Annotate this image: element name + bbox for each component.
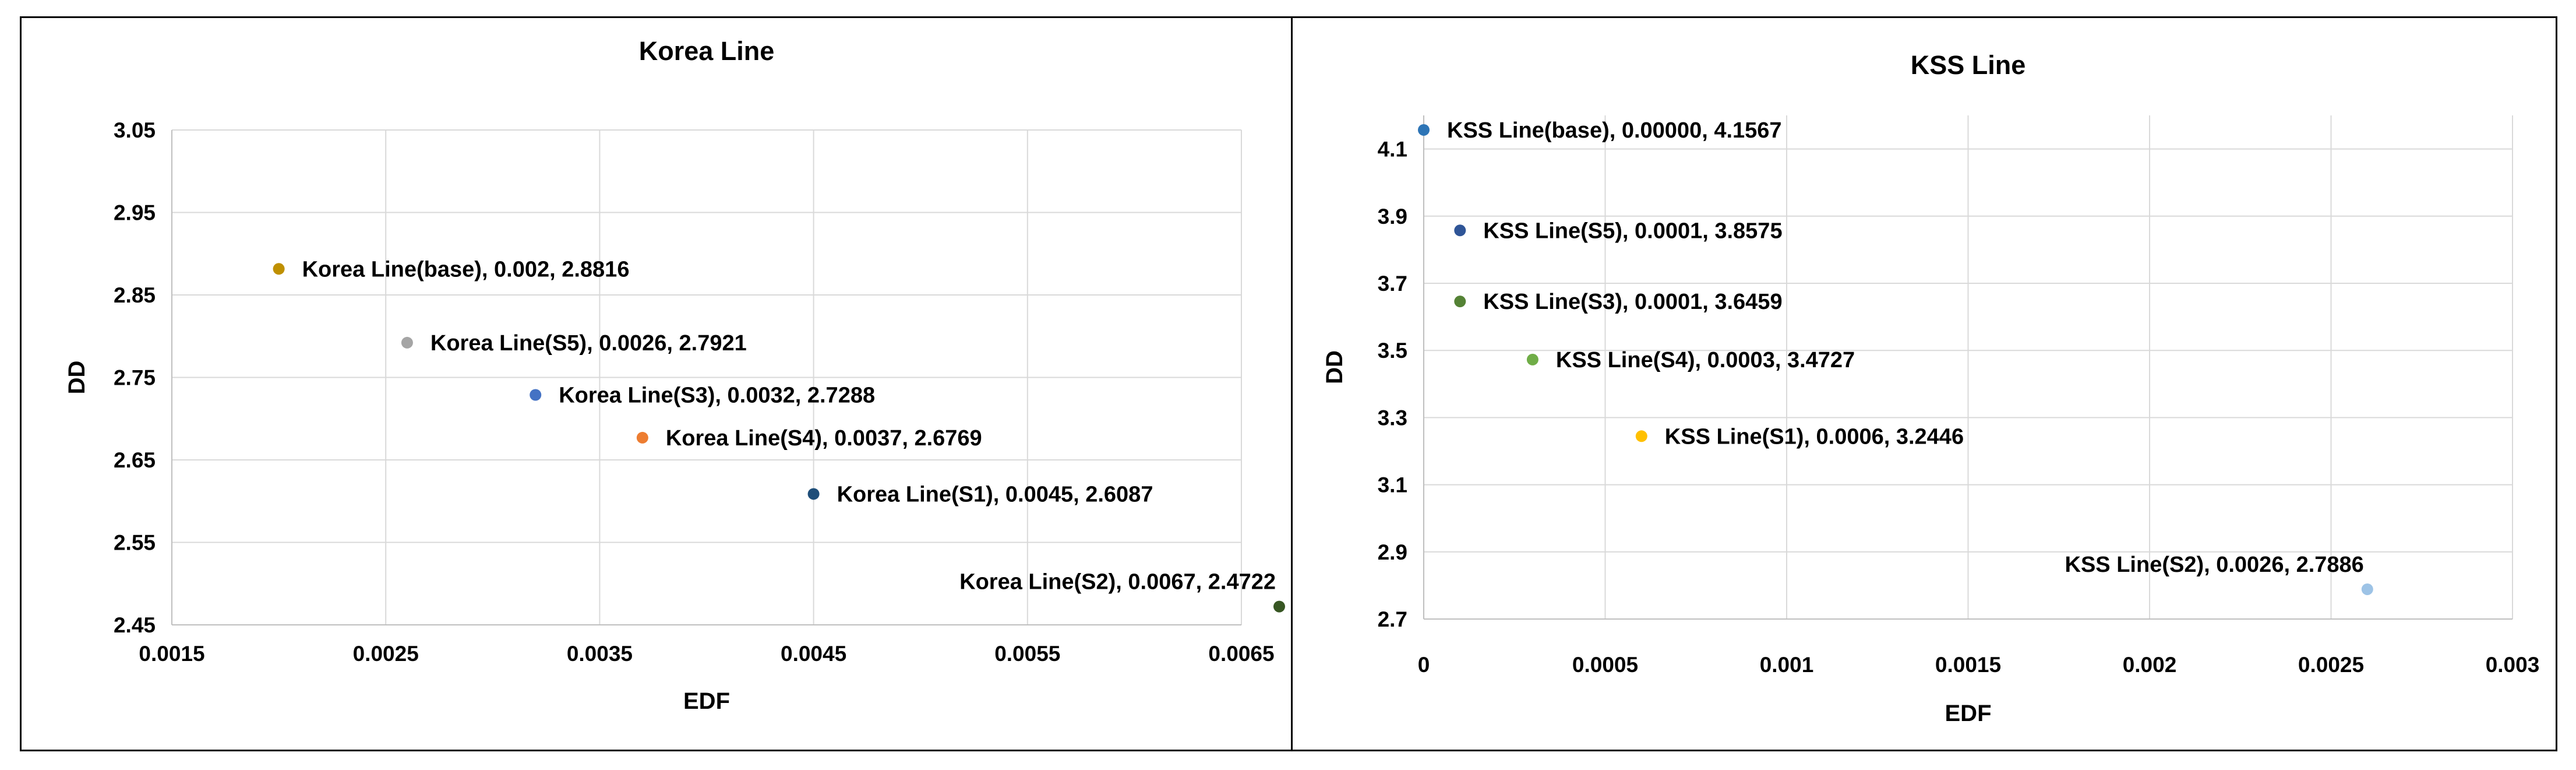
y-tick-label: 2.7 — [1378, 607, 1407, 631]
data-point — [1273, 600, 1285, 613]
y-axis-title: DD — [1322, 350, 1347, 384]
data-label: Korea Line(S1), 0.0045, 2.6087 — [837, 482, 1153, 507]
data-label: KSS Line(S4), 0.0003, 3.4727 — [1556, 348, 1855, 372]
x-tick-label: 0.0025 — [353, 642, 419, 666]
data-label: Korea Line(S5), 0.0026, 2.7921 — [430, 331, 747, 356]
x-tick-label: 0.0035 — [567, 642, 633, 666]
data-label: KSS Line(S5), 0.0001, 3.8575 — [1483, 219, 1782, 243]
data-point — [1526, 353, 1538, 365]
x-tick-label: 0.0015 — [1935, 653, 2001, 677]
y-tick-label: 4.1 — [1378, 138, 1407, 161]
y-tick-label: 2.65 — [114, 448, 156, 472]
y-tick-label: 3.7 — [1378, 272, 1407, 296]
data-points: KSS Line(base), 0.00000, 4.1567 KSS Line(… — [1418, 118, 2373, 595]
y-tick-label: 3.1 — [1378, 473, 1407, 497]
x-tick-label: 0.0045 — [781, 642, 846, 666]
chart-panel-korea-line: Korea Line 0.0015 0.0025 0.0035 0.0045 0.005… — [20, 16, 1293, 751]
y-tick-label: 3.05 — [114, 118, 156, 142]
y-tick-label: 3.9 — [1378, 205, 1407, 228]
chart-title: Korea Line — [639, 36, 775, 66]
data-point — [1635, 430, 1647, 442]
chart-panel-kss-line: KSS Line 0 0.0005 0.001 0.0015 0.002 0.0025 0.… — [1291, 16, 2557, 751]
data-point — [1454, 224, 1466, 237]
data-point — [807, 488, 820, 500]
x-tick-label: 0 — [1418, 653, 1430, 677]
tick-labels: 0.0015 0.0025 0.0035 0.0045 0.0055 0.0065 2.45… — [114, 118, 1275, 666]
data-point — [1454, 296, 1466, 308]
chart-kss-line: KSS Line 0 0.0005 0.001 0.0015 0.002 0.0025 0.… — [1322, 50, 2540, 726]
y-tick-label: 2.85 — [114, 283, 156, 307]
plot-area — [171, 129, 1242, 625]
chart-title: KSS Line — [1911, 50, 2026, 80]
data-label: KSS Line(S1), 0.0006, 3.2446 — [1665, 424, 1964, 449]
x-tick-label: 0.0005 — [1572, 653, 1638, 677]
x-tick-label: 0.0015 — [139, 642, 204, 666]
x-tick-label: 0.0065 — [1208, 642, 1274, 666]
data-point — [401, 336, 413, 349]
data-label: KSS Line(base), 0.00000, 4.1567 — [1447, 118, 1782, 143]
y-axis-title: DD — [64, 361, 90, 395]
data-label: KSS Line(S2), 0.0026, 2.7886 — [2065, 553, 2364, 577]
x-tick-label: 0.0025 — [2298, 653, 2364, 677]
y-tick-label: 2.55 — [114, 531, 156, 555]
data-point — [530, 389, 542, 401]
y-tick-label: 2.75 — [114, 366, 156, 390]
data-points: Korea Line(base), 0.002, 2.8816 Korea Lin… — [273, 257, 1285, 613]
data-label: Korea Line(base), 0.002, 2.8816 — [302, 257, 630, 282]
data-label: Korea Line(S2), 0.0067, 2.4722 — [959, 570, 1276, 595]
x-tick-label: 0.001 — [1760, 653, 1814, 677]
plot-area — [1423, 115, 2513, 620]
data-label: Korea Line(S4), 0.0037, 2.6769 — [666, 426, 982, 451]
data-point — [636, 431, 648, 444]
data-label: Korea Line(S3), 0.0032, 2.7288 — [559, 383, 875, 407]
chart-korea-line: Korea Line 0.0015 0.0025 0.0035 0.0045 0.005… — [64, 36, 1285, 714]
y-tick-label: 2.9 — [1378, 540, 1407, 564]
data-point — [273, 263, 285, 275]
x-axis-title: EDF — [1945, 701, 1992, 726]
x-axis-title: EDF — [683, 688, 730, 714]
x-tick-label: 0.0055 — [994, 642, 1060, 666]
data-label: KSS Line(S3), 0.0001, 3.6459 — [1483, 290, 1782, 314]
tick-labels: 0 0.0005 0.001 0.0015 0.002 0.0025 0.003 2.7 2.9… — [1378, 138, 2540, 677]
x-tick-label: 0.003 — [2486, 653, 2540, 677]
x-tick-label: 0.002 — [2123, 653, 2177, 677]
data-point — [2361, 583, 2373, 595]
y-tick-label: 2.95 — [114, 201, 156, 225]
data-point — [1418, 124, 1430, 136]
y-tick-label: 3.5 — [1378, 339, 1407, 363]
y-tick-label: 3.3 — [1378, 406, 1407, 430]
y-tick-label: 2.45 — [114, 613, 156, 637]
